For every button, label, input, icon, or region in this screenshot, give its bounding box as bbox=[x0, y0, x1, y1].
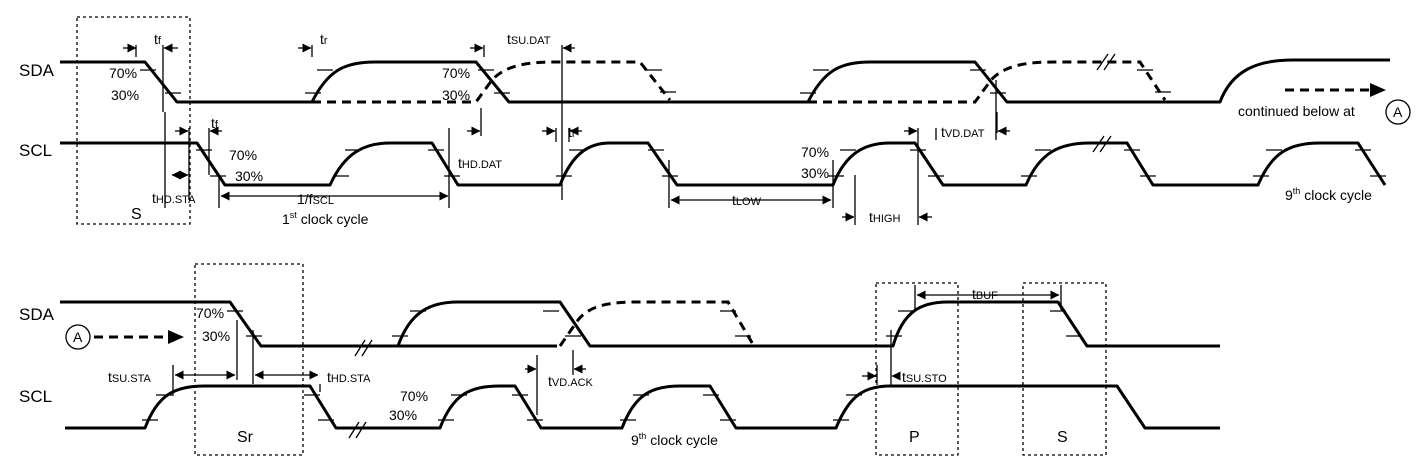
sda-waveform-top bbox=[60, 58, 1390, 104]
repeated-start-label: Sr bbox=[237, 429, 254, 446]
scl-waveform-top bbox=[60, 141, 1387, 187]
tr-label-scl: tr bbox=[568, 124, 576, 140]
level-ticks-bottom bbox=[142, 310, 1082, 421]
scl-70-label-2: 70% bbox=[801, 144, 829, 160]
scl-30-label-bottom: 30% bbox=[389, 407, 417, 423]
thd-dat-label: tHD.DAT bbox=[458, 155, 502, 171]
thd-sta-label-top: tHD.STA bbox=[152, 190, 196, 206]
sda-waveform-bottom-2 bbox=[396, 300, 750, 348]
continuation-marker-top bbox=[1385, 99, 1411, 125]
tlow-label: tLOW bbox=[732, 192, 762, 208]
sda-waveform-bottom-stop bbox=[746, 300, 1220, 348]
start-condition-box bbox=[76, 16, 191, 225]
scl-break-mark-top bbox=[1092, 135, 1112, 153]
scl-70-label-1: 70% bbox=[229, 147, 257, 163]
sda-dashed-alt-bottom bbox=[558, 300, 756, 347]
continuation-arrowhead-top bbox=[1370, 83, 1386, 97]
first-clock-cycle-label: 1st clock cycle bbox=[282, 210, 369, 227]
continuation-marker-label-top: A bbox=[1393, 104, 1403, 120]
sda-70-label-2: 70% bbox=[442, 65, 470, 81]
ninth-clock-cycle-label-bottom: 9th clock cycle bbox=[631, 431, 718, 448]
sda-break-mark-top bbox=[1096, 53, 1116, 71]
continuation-marker-label-bottom: A bbox=[73, 329, 83, 345]
sda-70-label-1: 70% bbox=[109, 65, 137, 81]
continuation-text: continued below at bbox=[1238, 103, 1355, 119]
tf-label-sda: tf bbox=[154, 31, 162, 47]
timing-arrows-top bbox=[123, 43, 1010, 222]
sda-break-mark-bottom bbox=[354, 339, 373, 357]
scl-waveform-bottom bbox=[65, 384, 1220, 430]
repeated-start-box bbox=[194, 263, 304, 456]
tsu-dat-label: tSU.DAT bbox=[507, 31, 551, 47]
tsu-sta-label: tSU.STA bbox=[108, 369, 151, 385]
start-condition-box-bottom bbox=[1022, 282, 1107, 456]
thd-sta-label-bottom: tHD.STA bbox=[327, 369, 371, 385]
ninth-clock-cycle-label-top: 9th clock cycle bbox=[1285, 186, 1372, 203]
sda-waveform-bottom bbox=[60, 300, 557, 348]
tr-label-sda: tr bbox=[320, 31, 328, 47]
tbuf-label: tBUF bbox=[972, 286, 998, 302]
sda-label-top: SDA bbox=[19, 61, 55, 80]
thigh-label: tHIGH bbox=[869, 209, 900, 225]
start-label: S bbox=[131, 206, 142, 223]
sda-30-label-bottom: 30% bbox=[202, 328, 230, 344]
tf-label-scl: tf bbox=[211, 115, 219, 131]
stop-condition-box bbox=[875, 282, 959, 456]
continuation-arrowhead-bottom bbox=[168, 330, 184, 344]
sda-70-label-bottom: 70% bbox=[196, 305, 224, 321]
sda-30-label-2: 30% bbox=[442, 87, 470, 103]
sda-dashed-alt-2 bbox=[808, 60, 1167, 104]
tvd-dat-label: tVD.DAT bbox=[941, 124, 985, 140]
continuation-marker-bottom bbox=[65, 324, 91, 350]
sda-dashed-alt-1 bbox=[312, 60, 672, 104]
scl-30-label-2: 30% bbox=[801, 165, 829, 181]
tsu-sto-label: tSU.STO bbox=[902, 369, 947, 385]
scl-70-label-bottom: 70% bbox=[400, 388, 428, 404]
scl-30-label-1: 30% bbox=[235, 168, 263, 184]
tvd-ack-label: tVD.ACK bbox=[548, 373, 594, 389]
sda-label-bottom: SDA bbox=[19, 305, 55, 324]
sda-30-label-1: 30% bbox=[111, 87, 139, 103]
start-label-bottom: S bbox=[1057, 429, 1068, 446]
level-ticks-top bbox=[140, 69, 1386, 177]
scl-label-top: SCL bbox=[19, 141, 52, 160]
fscl-label: 1/fSCL bbox=[297, 191, 334, 207]
timing-reference-lines-top bbox=[135, 45, 998, 225]
timing-reference-lines-bottom bbox=[172, 285, 1062, 415]
timing-arrows-bottom bbox=[174, 290, 1060, 381]
stop-label: P bbox=[909, 429, 920, 446]
scl-label-bottom: SCL bbox=[19, 387, 52, 406]
scl-break-mark-bottom bbox=[348, 421, 367, 439]
